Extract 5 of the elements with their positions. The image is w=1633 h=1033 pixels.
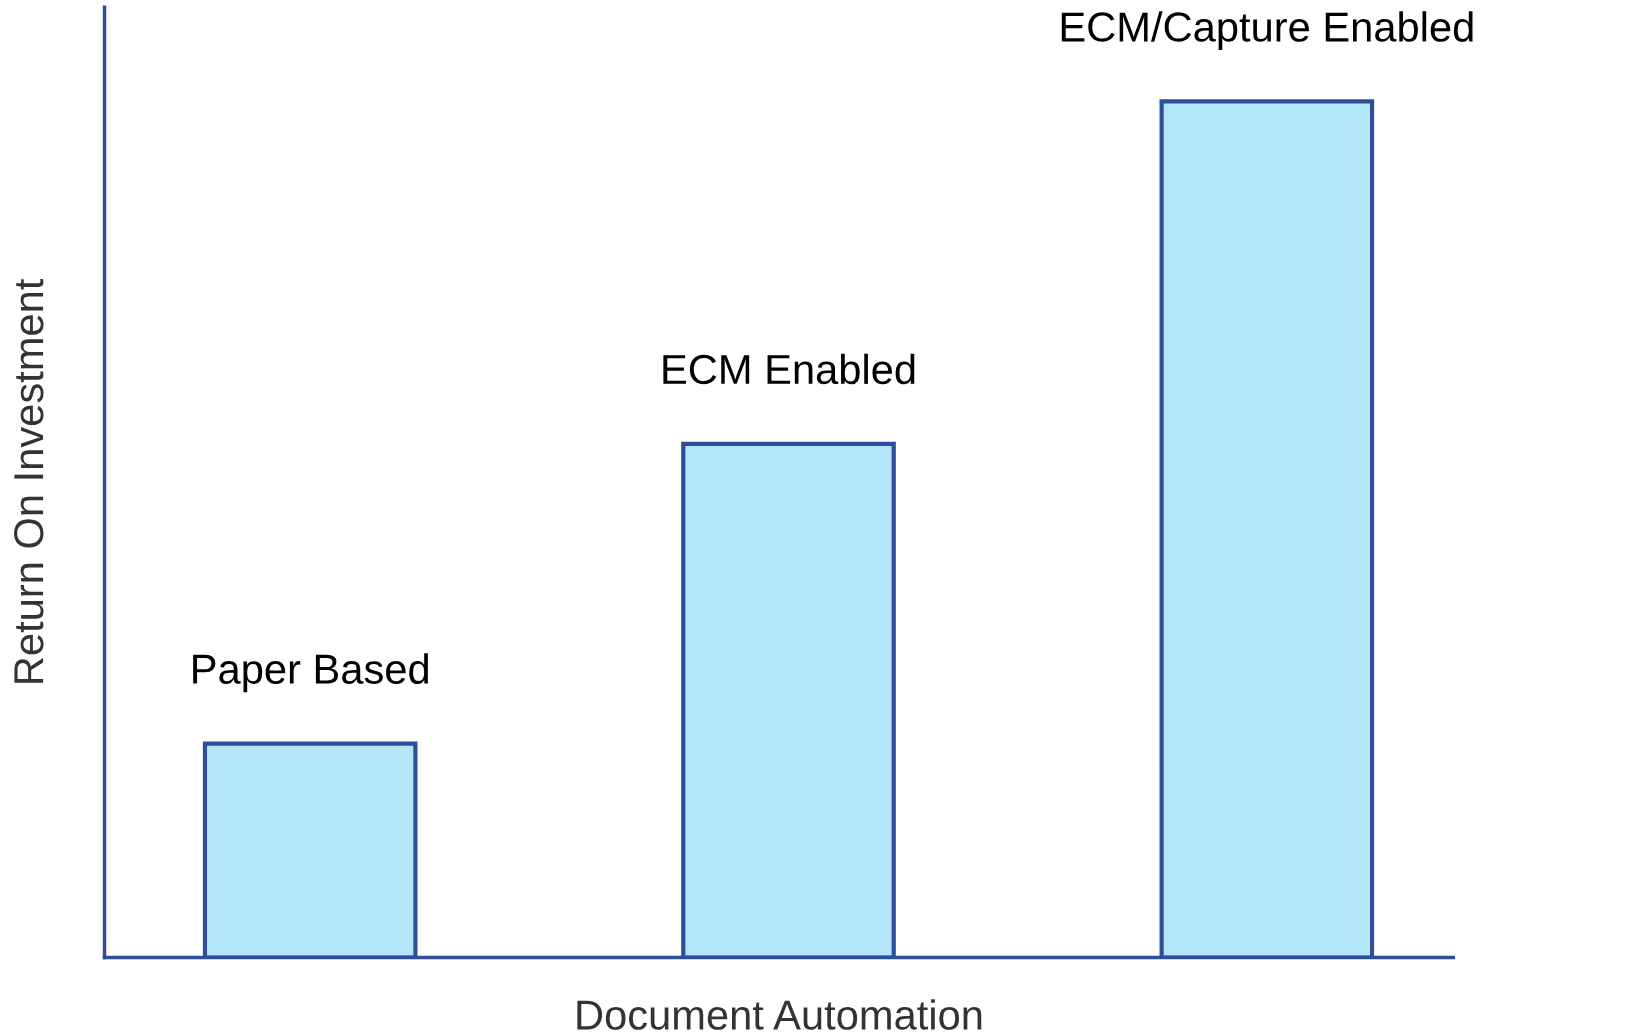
y-axis-title: Return On Investment (13, 278, 44, 683)
x-tick-label: ECM/Capture Enabled (1061, 11, 1473, 51)
x-tick-label: Paper Based (193, 653, 428, 693)
x-tick-label: ECM Enabled (663, 353, 915, 385)
x-axis-title: Document Automation (577, 999, 982, 1030)
